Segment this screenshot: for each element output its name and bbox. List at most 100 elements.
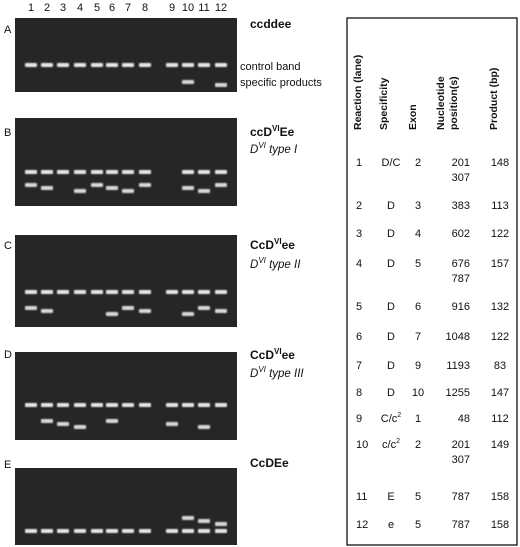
genotype: CcDVIee	[250, 237, 295, 253]
specificity-part: D	[387, 228, 395, 240]
nucleotide-position: 1048	[446, 331, 470, 343]
genotype-part: CcD	[250, 348, 274, 362]
genotype: ccddee	[250, 17, 292, 31]
specificity: E	[387, 491, 394, 503]
subtitle: DVI type I	[250, 141, 298, 156]
lane-number: 3	[60, 2, 66, 14]
specificity: D	[387, 360, 395, 372]
annotation: control band	[240, 61, 301, 73]
exon: 5	[415, 491, 421, 503]
lane-number: 9	[169, 2, 175, 14]
band	[198, 403, 210, 407]
nucleotide-position: 602	[452, 228, 470, 240]
gel-bands	[25, 516, 227, 533]
subtitle-part: type III	[266, 368, 305, 380]
band	[41, 309, 53, 313]
band	[74, 290, 86, 294]
table-header: Exon	[407, 104, 419, 130]
nucleotide-position: 307	[452, 454, 470, 466]
table-header: Product (bp)	[488, 68, 500, 130]
specificity: D	[387, 387, 395, 399]
band	[166, 63, 178, 67]
band	[122, 189, 134, 193]
panel-letter: B	[4, 127, 11, 139]
nucleotide-position: 676	[452, 258, 470, 270]
specificity: D/C	[382, 157, 401, 169]
product: 158	[491, 491, 509, 503]
genotype-part: VI	[274, 347, 282, 356]
gel	[15, 468, 237, 545]
exon: 5	[415, 258, 421, 270]
subtitle-part: VI	[258, 141, 266, 150]
product: 112	[491, 413, 509, 425]
reaction: 11	[356, 491, 367, 503]
lane-number: 6	[109, 2, 115, 14]
band	[122, 306, 134, 310]
gel-bands	[25, 290, 227, 316]
lane-number: 12	[215, 2, 227, 14]
genotype-part: ee	[282, 238, 296, 252]
band	[25, 403, 37, 407]
genotype-part: ccD	[250, 125, 272, 139]
band	[122, 529, 134, 533]
band	[91, 403, 103, 407]
band	[215, 83, 227, 87]
band	[166, 403, 178, 407]
reaction: 3	[356, 228, 362, 240]
genotype-part: ee	[282, 348, 296, 362]
lane-number: 11	[198, 2, 209, 14]
band	[41, 170, 53, 174]
gel	[15, 18, 237, 92]
exon: 9	[415, 360, 421, 372]
panel-letter: C	[4, 240, 12, 252]
exon: 5	[415, 519, 421, 531]
band	[139, 529, 151, 533]
band	[91, 170, 103, 174]
band	[139, 290, 151, 294]
reaction: 6	[356, 331, 362, 343]
nucleotide-position: 201	[452, 157, 470, 169]
table-header: Nucleotide	[435, 76, 447, 130]
band	[25, 529, 37, 533]
nucleotide-position: 307	[452, 172, 470, 184]
band	[166, 422, 178, 426]
band	[182, 516, 194, 520]
annotation: specific products	[240, 77, 322, 89]
band	[182, 312, 194, 316]
product: 83	[494, 360, 506, 372]
subtitle-part: VI	[258, 256, 266, 265]
band	[166, 290, 178, 294]
band	[106, 186, 118, 190]
reaction: 4	[356, 258, 362, 270]
nucleotide-position: 916	[452, 301, 470, 313]
specificity: c/c2	[382, 438, 400, 451]
reaction: 12	[356, 519, 368, 531]
band	[106, 403, 118, 407]
specificity-part: e	[388, 519, 394, 531]
exon: 1	[415, 413, 421, 425]
band	[139, 403, 151, 407]
product: 132	[491, 301, 509, 313]
genotype: ccDVIEe	[250, 124, 295, 140]
band	[215, 529, 227, 533]
band	[198, 170, 210, 174]
lane-number: 5	[94, 2, 100, 14]
band	[215, 403, 227, 407]
band	[106, 290, 118, 294]
nucleotide-position: 201	[452, 439, 470, 451]
band	[106, 529, 118, 533]
specificity-part: c/c	[382, 439, 397, 451]
gel	[15, 235, 237, 327]
band	[215, 63, 227, 67]
band	[106, 170, 118, 174]
lane-number: 2	[44, 2, 50, 14]
specificity: D	[387, 228, 395, 240]
genotype-part: CcDEe	[250, 456, 289, 470]
band	[198, 290, 210, 294]
band	[57, 63, 69, 67]
lane-number: 7	[125, 2, 131, 14]
band	[91, 183, 103, 187]
band	[122, 170, 134, 174]
panel-letter: A	[4, 24, 12, 36]
specificity-part: D/C	[382, 157, 401, 169]
